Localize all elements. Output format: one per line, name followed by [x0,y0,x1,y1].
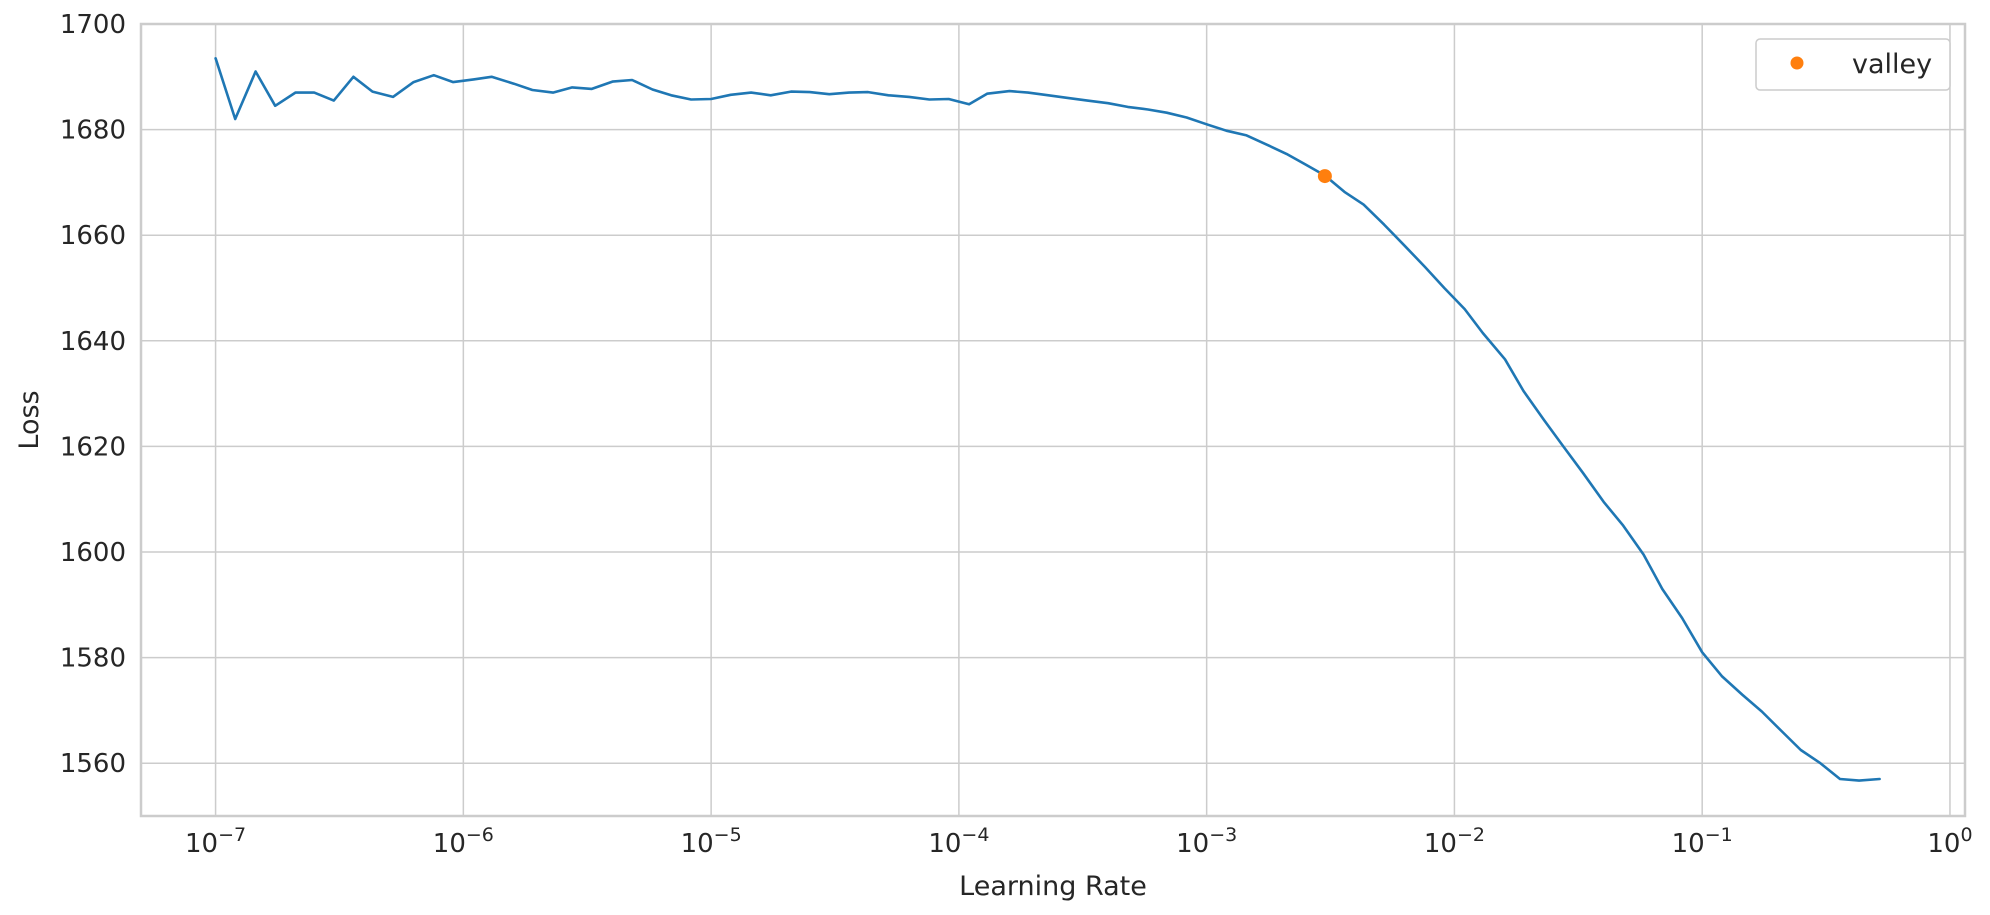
legend-label-valley: valley [1852,49,1932,80]
x-tick-label: 10−5 [681,824,742,859]
x-tick-label: 100 [1927,824,1972,859]
legend-box [1755,38,1951,91]
x-tick-label: 10−7 [185,824,246,859]
x-axis-label: Learning Rate [959,871,1147,902]
x-tick-label: 10−2 [1424,824,1485,859]
loss-series-line [214,56,1881,782]
series-layer [214,56,1881,782]
marker-layer [1317,169,1332,184]
x-tick-labels: 10−7 10−6 10−5 10−4 10−3 10−2 10−1 100 [185,824,1973,859]
y-tick-label: 1660 [60,221,126,251]
x-tick-label: 10−4 [928,824,989,859]
x-tick-label: 10−1 [1672,824,1733,859]
y-tick-label: 1560 [60,749,126,779]
plot-frame [139,22,1967,818]
y-tick-label: 1700 [60,10,126,40]
y-tick-label: 1640 [60,327,126,357]
x-tick-label: 10−3 [1176,824,1237,859]
valley-marker [1317,169,1332,184]
y-tick-labels: 1560 1580 1600 1620 1640 1660 1680 1700 [60,10,126,779]
grid [141,23,1965,816]
x-tick-label: 10−6 [433,824,494,859]
legend: valley [1755,38,1951,91]
y-tick-label: 1580 [60,644,126,674]
y-tick-label: 1680 [60,116,126,146]
y-axis-label: Loss [14,390,45,449]
plot-background [141,24,1965,816]
y-tick-label: 1600 [60,538,126,568]
legend-marker-valley [1790,56,1804,70]
y-tick-label: 1620 [60,432,126,462]
